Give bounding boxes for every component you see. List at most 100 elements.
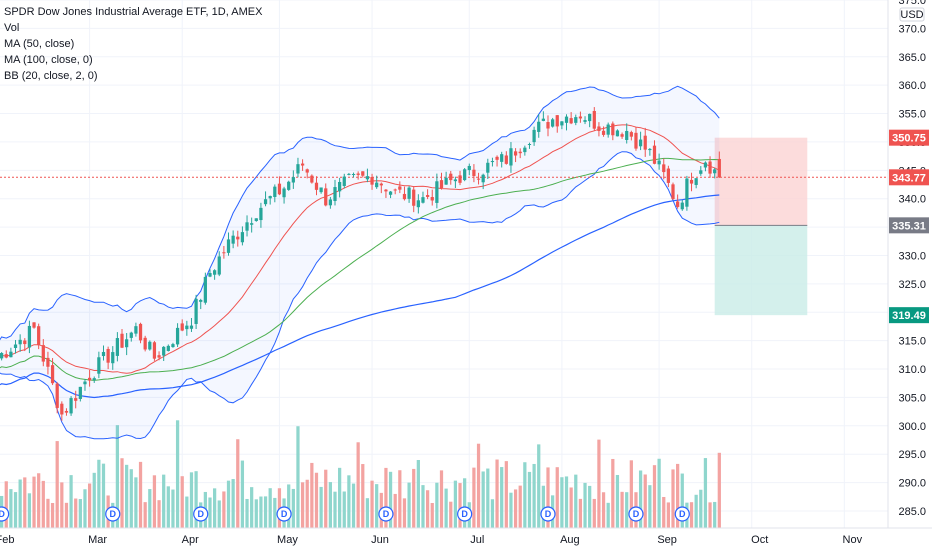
volume-bar: [458, 483, 462, 528]
candle-body: [680, 202, 684, 210]
volume-bar: [194, 471, 198, 528]
month-label: Jun: [371, 534, 389, 546]
dividend-marker: [457, 506, 473, 522]
dividend-label: D: [545, 509, 552, 519]
volume-bar: [625, 492, 629, 528]
candle-body: [551, 119, 555, 127]
dividend-marker: [674, 506, 690, 522]
volume-bar: [157, 500, 161, 528]
volume-bar: [152, 475, 157, 528]
candle-body: [342, 176, 346, 186]
volume-bar: [296, 426, 300, 528]
volume-bar: [138, 461, 143, 528]
candle-body: [125, 339, 129, 348]
volume-bar: [212, 488, 217, 528]
candle-body: [361, 171, 365, 176]
position-zones[interactable]: [714, 137, 808, 316]
volume-bar: [254, 499, 258, 528]
volume-bar: [476, 443, 481, 528]
month-label: Apr: [182, 534, 199, 546]
volume-bar: [449, 501, 453, 528]
price-tick-label: 295.0: [898, 449, 926, 461]
volume-bar: [60, 482, 64, 528]
dividend-marker: [0, 506, 10, 522]
volume-bar: [666, 502, 671, 528]
candle-body: [393, 189, 397, 191]
candle-body: [46, 357, 50, 367]
candlesticks: [0, 107, 721, 421]
month-label: Oct: [751, 534, 768, 546]
price-tick-label: 300.0: [898, 421, 926, 433]
volume-bar: [713, 501, 717, 528]
candle-body: [412, 189, 416, 206]
time-axis[interactable]: Feb Mar Apr May Jun Jul Aug Sep Oct Nov: [0, 527, 932, 550]
indicator-bollinger[interactable]: BB (20, close, 2, 0): [4, 70, 98, 82]
candle-body: [4, 354, 8, 358]
month-label: Jul: [470, 534, 484, 546]
candle-body: [157, 355, 161, 358]
volume-bar: [444, 488, 448, 528]
candle-body: [282, 188, 286, 198]
volume-bar: [310, 462, 314, 528]
candle-body: [129, 332, 133, 338]
candle-body: [245, 222, 249, 231]
volume-bar: [338, 467, 342, 528]
volume-bar: [125, 464, 129, 528]
candle-body: [87, 377, 92, 381]
indicator-ma100[interactable]: MA (100, close, 0): [4, 54, 93, 66]
candle-body: [444, 177, 448, 185]
candle-body: [569, 118, 573, 124]
candle-body: [476, 178, 481, 180]
candle-body: [435, 181, 439, 203]
indicator-volume[interactable]: Vol: [4, 22, 20, 34]
candle-body: [97, 357, 101, 374]
candle-body: [495, 156, 499, 160]
candle-body: [55, 383, 59, 408]
candle-body: [666, 168, 671, 183]
volume-bar: [662, 496, 666, 528]
candle-body: [296, 164, 300, 174]
candle-body: [120, 333, 124, 348]
candle-body: [583, 120, 587, 122]
candle-body: [148, 341, 152, 350]
volume-bar: [495, 459, 499, 528]
candle-body: [217, 256, 221, 275]
price-axis[interactable]: 285.0290.0295.0300.0305.0310.0315.0320.0…: [887, 0, 932, 550]
price-tick-label: 310.0: [898, 364, 926, 376]
volume-bar: [620, 491, 624, 528]
volume-bar: [101, 463, 106, 528]
candle-body: [606, 124, 610, 135]
candle-body: [333, 187, 337, 202]
candle-body: [620, 134, 624, 137]
candle-body: [676, 201, 680, 207]
volume-bar: [486, 468, 490, 528]
volume-bar: [365, 498, 370, 528]
indicator-ma50[interactable]: MA (50, close): [4, 38, 75, 50]
volume-bar: [597, 439, 601, 528]
price-tick-label: 325.0: [898, 279, 926, 291]
candle-body: [92, 378, 96, 381]
candle-body: [50, 365, 55, 384]
volume-bar: [333, 491, 337, 528]
volume-bar: [231, 479, 235, 528]
candle-body: [370, 177, 374, 185]
month-label: Aug: [560, 534, 580, 546]
candle-body: [463, 169, 467, 181]
candle-body: [425, 195, 430, 197]
volume-bar: [703, 458, 708, 528]
volume-bar: [185, 496, 189, 528]
volume-bar: [9, 489, 13, 528]
candle-body: [268, 196, 272, 199]
volume-bar: [92, 472, 96, 528]
candle-body: [115, 338, 120, 356]
candle-body: [356, 173, 360, 175]
dividend-marker: [540, 506, 556, 522]
candle-body: [314, 182, 319, 190]
candle-body: [527, 144, 532, 146]
volume-bar: [263, 496, 268, 528]
candle-body: [439, 180, 444, 189]
price-tick-label: 365.0: [898, 52, 926, 64]
volume-bar: [189, 472, 194, 528]
